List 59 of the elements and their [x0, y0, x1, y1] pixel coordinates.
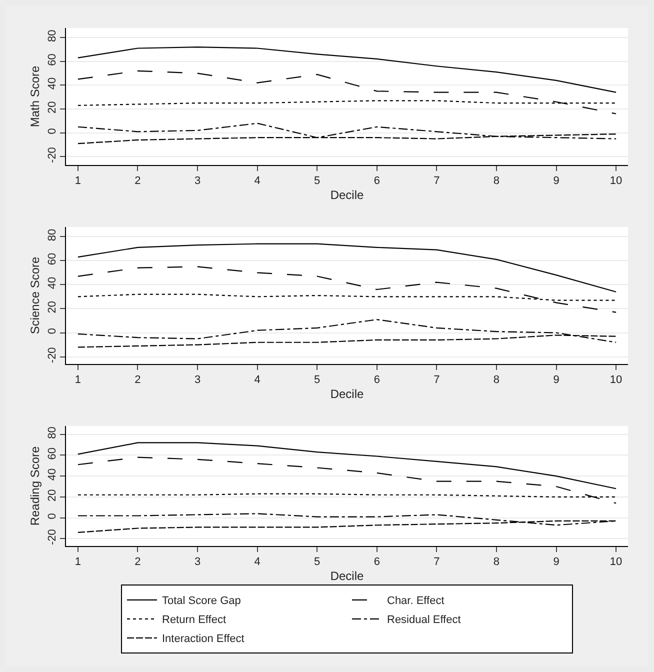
x-tick-label: 10 — [610, 175, 622, 188]
x-axis-title: Decile — [330, 188, 364, 202]
y-tick-label: 80 — [46, 30, 59, 42]
x-tick-label: 4 — [254, 175, 260, 188]
x-tick-label: 2 — [134, 175, 141, 188]
x-tick-label: 4 — [254, 556, 260, 568]
x-tick-label: 5 — [314, 175, 320, 188]
y-axis-title: Science Score — [28, 256, 42, 334]
legend-label: Total Score Gap — [162, 595, 241, 608]
y-tick-label: 40 — [46, 468, 59, 481]
y-tick-label: -20 — [46, 529, 59, 546]
x-tick-label: 3 — [194, 556, 201, 568]
y-tick-label: 40 — [46, 276, 59, 290]
y-tick-label: 0 — [46, 128, 59, 134]
y-tick-label: -20 — [46, 147, 59, 163]
x-tick-label: 6 — [374, 556, 380, 568]
x-tick-label: 9 — [553, 556, 560, 568]
x-tick-label: 9 — [553, 374, 560, 386]
legend-label: Residual Effect — [387, 614, 461, 626]
x-tick-label: 10 — [610, 556, 622, 568]
x-tick-label: 4 — [254, 374, 260, 386]
y-tick-label: 80 — [46, 228, 59, 242]
y-tick-label: 40 — [46, 77, 59, 90]
x-tick-label: 1 — [74, 374, 82, 386]
x-tick-label: 5 — [314, 556, 320, 568]
x-tick-label: 6 — [374, 175, 380, 188]
y-axis-title: Math Score — [28, 65, 42, 128]
x-tick-label: 7 — [434, 556, 440, 568]
x-tick-label: 8 — [493, 374, 500, 386]
x-tick-label: 5 — [314, 374, 320, 386]
y-tick-label: 60 — [46, 447, 59, 460]
y-tick-label: 20 — [46, 300, 59, 314]
x-tick-label: 2 — [134, 374, 141, 386]
x-tick-label: 6 — [374, 374, 380, 386]
legend-label: Return Effect — [162, 614, 226, 626]
y-tick-label: 0 — [46, 513, 59, 520]
y-axis-title: Reading Score — [28, 446, 42, 526]
y-tick-label: -20 — [46, 347, 59, 364]
x-tick-label: 10 — [610, 374, 622, 386]
legend-label: Interaction Effect — [162, 633, 244, 646]
y-tick-label: 0 — [46, 328, 59, 334]
y-tick-label: 20 — [46, 489, 59, 502]
x-tick-label: 7 — [434, 175, 440, 188]
x-axis-title: Decile — [330, 387, 364, 402]
y-tick-label: 60 — [46, 252, 59, 266]
x-tick-label: 2 — [134, 556, 141, 568]
y-tick-label: 60 — [46, 54, 59, 66]
x-tick-label: 7 — [434, 374, 440, 386]
y-tick-label: 80 — [46, 426, 59, 439]
x-tick-label: 1 — [74, 556, 82, 568]
x-tick-label: 1 — [74, 175, 82, 188]
x-tick-label: 9 — [553, 175, 560, 188]
x-tick-label: 3 — [194, 374, 201, 386]
legend-label: Char. Effect — [387, 595, 444, 608]
x-tick-label: 8 — [493, 556, 500, 568]
x-axis-title: Decile — [330, 569, 364, 584]
x-tick-label: 3 — [194, 175, 201, 188]
y-tick-label: 20 — [46, 101, 59, 114]
x-tick-label: 8 — [493, 175, 500, 188]
